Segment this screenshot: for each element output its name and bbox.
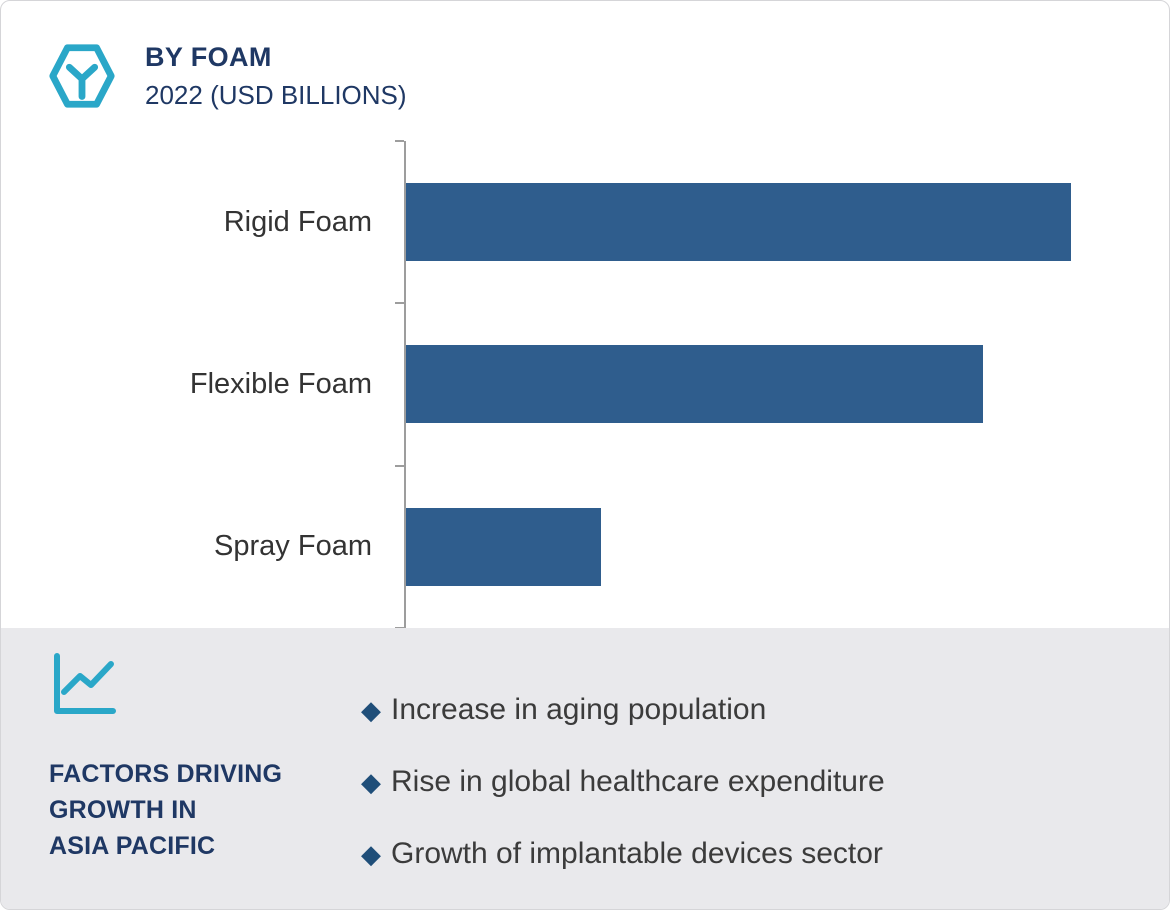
factors-panel: FACTORS DRIVING GROWTH IN ASIA PACIFIC ◆… (1, 628, 1169, 909)
factor-item: ◆ Increase in aging population (361, 688, 885, 731)
diamond-bullet-icon: ◆ (361, 766, 381, 797)
bar-chart-rows: Rigid Foam Flexible Foam Spray Foam (1, 141, 1071, 628)
chart-row: Spray Foam (1, 466, 1071, 628)
bar-track (406, 141, 1071, 303)
diamond-bullet-icon: ◆ (361, 694, 381, 725)
bar-flexible-foam (406, 345, 984, 424)
bar-chart: Rigid Foam Flexible Foam Spray Foam (1, 140, 1169, 629)
factor-item: ◆ Rise in global healthcare expenditure (361, 760, 885, 803)
factors-title: FACTORS DRIVING GROWTH IN ASIA PACIFIC (49, 760, 283, 860)
chart-row: Rigid Foam (1, 141, 1071, 303)
category-label: Flexible Foam (189, 367, 372, 400)
hexagon-y-logo-icon (45, 39, 119, 113)
factors-list: ◆ Increase in aging population ◆ Rise in gl… (361, 688, 885, 904)
axis-tick (395, 464, 404, 467)
chart-header: BY FOAM 2022 (USD BILLIONS) (45, 39, 407, 113)
diamond-bullet-icon: ◆ (361, 838, 381, 869)
category-label: Spray Foam (214, 530, 372, 563)
factor-text: Rise in global healthcare expenditure (391, 764, 885, 798)
bar-track (406, 466, 1071, 628)
chart-header-text: BY FOAM 2022 (USD BILLIONS) (145, 42, 407, 111)
bar-rigid-foam (406, 183, 1071, 262)
bar-track (406, 303, 1071, 465)
chart-title: BY FOAM (145, 41, 272, 72)
factor-text: Growth of implantable devices sector (391, 836, 883, 870)
axis-tick (395, 302, 404, 305)
factor-item: ◆ Growth of implantable devices sector (361, 832, 885, 875)
chart-subtitle: 2022 (USD BILLIONS) (145, 79, 407, 110)
line-chart-icon (49, 652, 119, 718)
category-label: Rigid Foam (223, 205, 372, 238)
axis-tick (395, 140, 404, 142)
bar-spray-foam (406, 507, 601, 586)
factor-text: Increase in aging population (391, 692, 767, 726)
chart-row: Flexible Foam (1, 303, 1071, 465)
